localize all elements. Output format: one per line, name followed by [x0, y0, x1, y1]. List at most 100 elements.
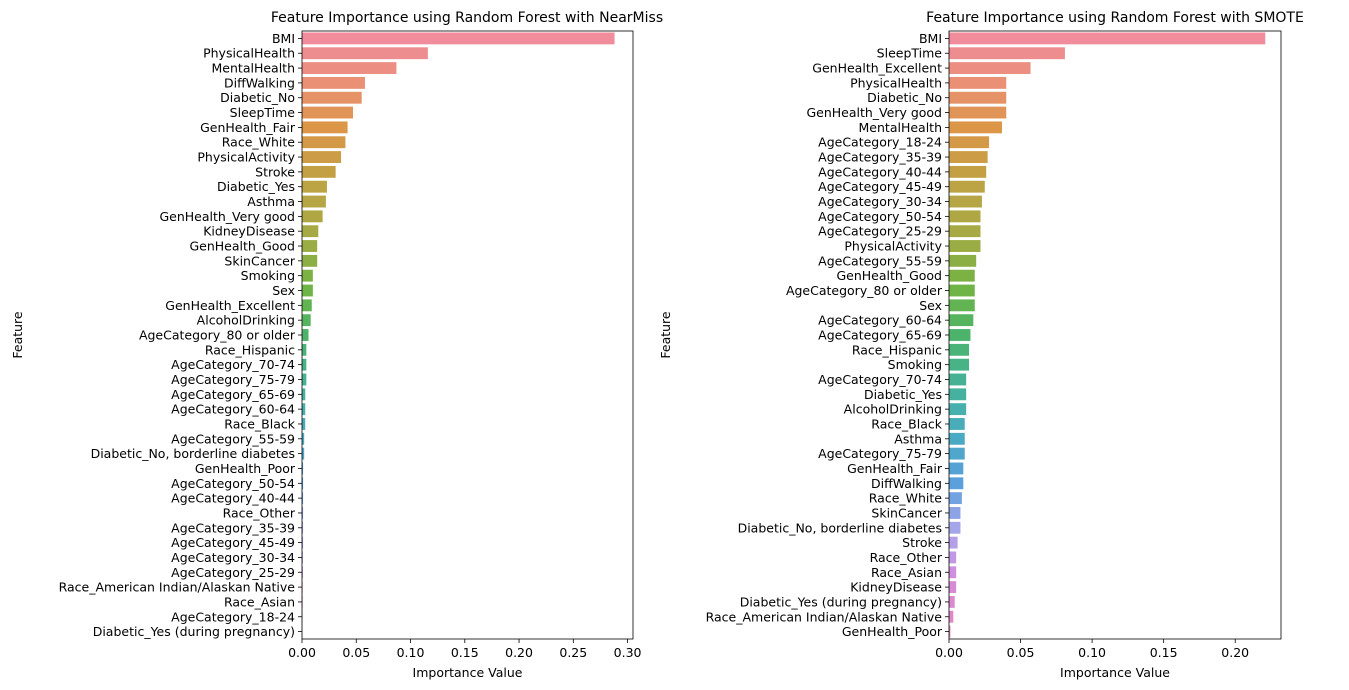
y-tick-label: AgeCategory_65-69 [171, 387, 295, 402]
x-tick-label: 0.05 [1007, 645, 1035, 660]
y-tick-label: AlcoholDrinking [197, 313, 295, 328]
bar-physicalhealth [302, 47, 428, 60]
y-tick-label: Asthma [894, 431, 942, 446]
bar-sleeptime [949, 47, 1065, 60]
bar-diabetic-yes [949, 388, 967, 401]
bar-diabetic-no-borderline-diabetes [302, 447, 305, 460]
y-tick-label: AgeCategory_40-44 [171, 491, 295, 506]
bar-race-other [302, 507, 304, 519]
axes-frame [948, 30, 1282, 640]
y-tick-label: PhysicalActivity [844, 239, 942, 254]
bar-race-black [302, 418, 306, 430]
y-tick-label: Asthma [247, 194, 295, 209]
y-tick-label: SleepTime [877, 46, 943, 61]
bar-agecategory-80-or-older [949, 284, 975, 297]
bar-agecategory-60-64 [949, 314, 974, 327]
bar-agecategory-25-29 [302, 566, 303, 579]
y-tick-label: AgeCategory_70-74 [818, 372, 942, 387]
y-tick-label: AgeCategory_40-44 [818, 164, 942, 179]
bar-sex [949, 299, 975, 312]
y-tick-label: Sex [919, 298, 942, 313]
y-tick-label: Diabetic_Yes [864, 387, 942, 402]
y-tick-label: AgeCategory_50-54 [818, 209, 942, 224]
bar-agecategory-50-54 [302, 477, 304, 490]
y-tick-label: AgeCategory_55-59 [171, 431, 295, 446]
y-tick-label: GenHealth_Excellent [165, 298, 295, 313]
bar-smoking [302, 269, 313, 282]
bar-agecategory-35-39 [949, 151, 988, 163]
bar-diffwalking [949, 477, 964, 490]
x-axis-label: Importance Value [1060, 665, 1170, 680]
y-tick-label: AgeCategory_65-69 [818, 328, 942, 343]
x-tick-label: 0.25 [559, 645, 587, 660]
bar-agecategory-65-69 [949, 329, 971, 341]
bar-stroke [302, 165, 336, 178]
bar-physicalactivity [302, 151, 342, 163]
x-tick-label: 0.00 [288, 645, 316, 660]
bar-genhealth-very-good [949, 106, 1007, 119]
y-tick-label: GenHealth_Poor [195, 461, 296, 476]
y-tick-label: GenHealth_Good [836, 268, 942, 283]
bar-genhealth-good [949, 269, 975, 282]
y-tick-label: AgeCategory_35-39 [171, 520, 295, 535]
y-tick-label: Smoking [241, 268, 295, 283]
bar-agecategory-75-79 [302, 373, 307, 386]
bar-agecategory-50-54 [949, 210, 981, 223]
y-tick-label: AgeCategory_55-59 [818, 253, 942, 268]
y-tick-label: AgeCategory_60-64 [818, 313, 942, 328]
y-tick-label: AgeCategory_75-79 [171, 372, 295, 387]
bar-sleeptime [302, 106, 354, 119]
y-tick-label: PhysicalActivity [197, 150, 295, 165]
y-tick-label: Race_Asian [224, 594, 295, 609]
bar-alcoholdrinking [949, 403, 967, 416]
x-tick-label: 0.15 [451, 645, 479, 660]
chart-title: Feature Importance using Random Forest w… [271, 10, 663, 26]
y-tick-label: SleepTime [230, 105, 296, 120]
y-tick-label: PhysicalHealth [203, 46, 295, 61]
y-tick-label: AgeCategory_30-34 [171, 550, 295, 565]
bar-genhealth-poor [949, 625, 951, 638]
bar-kidneydisease [302, 225, 319, 238]
bar-diabetic-yes-during-pregnancy- [949, 595, 955, 608]
bar-agecategory-40-44 [302, 492, 304, 505]
y-tick-label: Race_American Indian/Alaskan Native [59, 580, 296, 595]
bar-race-hispanic [302, 343, 307, 356]
axes-frame [301, 30, 634, 640]
bar-genhealth-excellent [302, 299, 312, 312]
bar-agecategory-65-69 [302, 388, 306, 401]
y-tick-label: AgeCategory_25-29 [171, 565, 295, 580]
y-tick-label: AgeCategory_75-79 [818, 446, 942, 461]
bar-genhealth-good [302, 240, 318, 252]
x-tick-label: 0.20 [505, 645, 533, 660]
x-tick-label: 0.00 [935, 645, 963, 660]
y-tick-label: GenHealth_Fair [847, 461, 943, 476]
smote-chart-panel: Feature Importance using Random Forest w… [658, 10, 1304, 680]
bar-agecategory-60-64 [302, 403, 306, 416]
y-tick-label: Race_Hispanic [205, 342, 295, 357]
y-tick-label: SkinCancer [224, 253, 295, 268]
bar-skincancer [949, 507, 961, 519]
y-tick-label: MentalHealth [859, 120, 942, 135]
y-tick-label: GenHealth_Poor [842, 624, 943, 639]
bar-diabetic-no [302, 91, 362, 104]
bar-alcoholdrinking [302, 314, 311, 327]
y-tick-label: Sex [272, 283, 295, 298]
y-tick-label: AgeCategory_80 or older [786, 283, 943, 298]
y-tick-label: BMI [919, 31, 942, 46]
y-tick-label: Race_American Indian/Alaskan Native [706, 609, 943, 624]
y-tick-label: AgeCategory_80 or older [139, 328, 296, 343]
x-tick-label: 0.10 [397, 645, 425, 660]
bar-diabetic-no-borderline-diabetes [949, 521, 961, 534]
y-tick-label: MentalHealth [212, 61, 295, 76]
bar-agecategory-80-or-older [302, 329, 309, 341]
bar-stroke [949, 536, 958, 549]
y-tick-label: Diabetic_No [220, 90, 295, 105]
y-tick-label: KidneyDisease [203, 224, 295, 239]
bar-kidneydisease [949, 581, 957, 594]
y-tick-label: Diabetic_No, borderline diabetes [738, 520, 942, 535]
y-tick-label: GenHealth_Fair [200, 120, 296, 135]
bar-genhealth-poor [302, 462, 304, 475]
bar-agecategory-55-59 [949, 254, 977, 267]
y-tick-label: Race_Other [870, 550, 943, 565]
